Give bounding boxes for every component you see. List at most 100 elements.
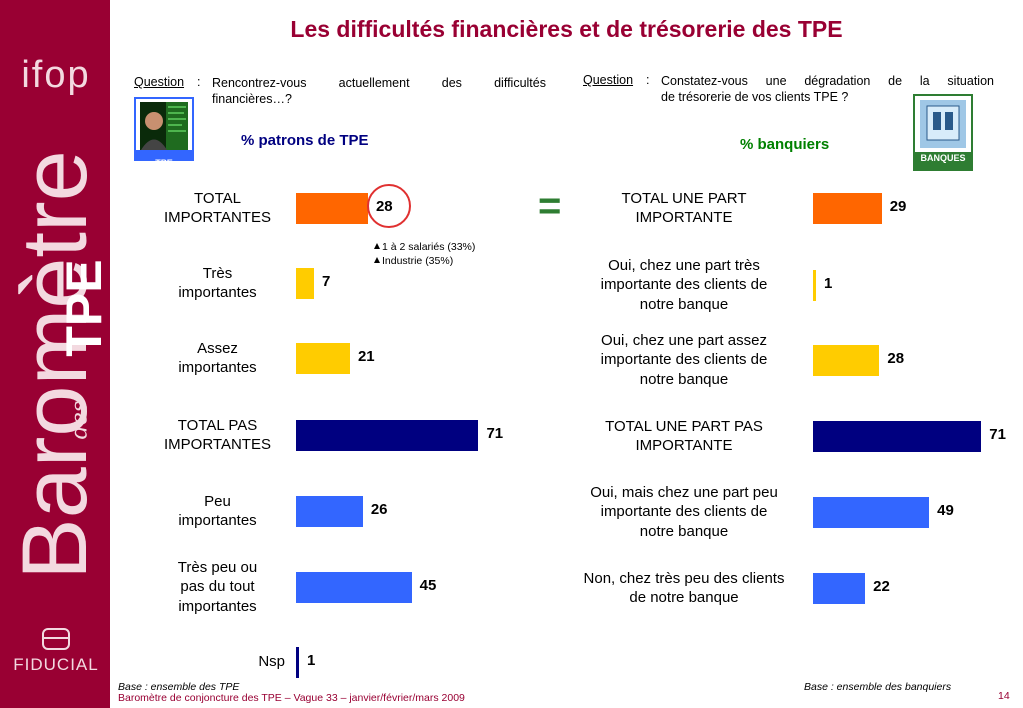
right-label-0: TOTAL UNE PART IMPORTANTE <box>560 189 808 228</box>
left-question-label: Question <box>134 75 185 89</box>
right-question-colon: : <box>646 73 650 87</box>
left-label-5: Très peu ou pas du tout importantes <box>150 558 285 617</box>
left-bar-2 <box>296 342 350 374</box>
left-value-2: 21 <box>357 348 375 365</box>
left-note-1-text: 1 à 2 salariés (33%) <box>382 241 476 253</box>
left-label-2-line-1: importantes <box>178 359 257 376</box>
left-label-1-line-0: Très <box>202 264 233 282</box>
left-base-note: Base : ensemble des TPE <box>118 681 240 693</box>
left-label-5-line-0: Très peu ou <box>177 558 258 576</box>
right-label-3-line-0: TOTAL UNE PART PAS <box>605 417 763 435</box>
bank-building-icon <box>915 100 971 169</box>
right-value-2: 28 <box>887 350 905 367</box>
right-label-1: Oui, chez une part très importante des cl… <box>560 256 808 315</box>
right-label-3: TOTAL UNE PART PAS IMPORTANTE <box>560 417 808 456</box>
left-question-line2: financières…? <box>212 92 292 106</box>
footer-text: Baromètre de conjoncture des TPE – Vague… <box>118 692 465 704</box>
right-label-2-line-1: importante des clients de <box>600 351 768 369</box>
right-bar-2 <box>813 344 880 376</box>
right-question-text: Constatez-vous une dégradation de la sit… <box>661 73 994 105</box>
left-label-5-line-2: importantes <box>178 597 257 615</box>
right-label-1-line-1: importante des clients de <box>600 276 768 294</box>
tpe-portrait-icon <box>136 102 192 159</box>
left-label-4: Peu importantes <box>150 492 285 531</box>
page-title: Les difficultés financières et de trésor… <box>290 16 843 42</box>
left-label-5-line-1: pas du tout <box>180 578 255 596</box>
left-question-line1: Rencontrez-vous actuellement des difficu… <box>212 76 546 90</box>
fiducial-logo-icon <box>42 628 70 650</box>
right-label-0-line-1: IMPORTANTE <box>635 209 733 226</box>
left-chart-subtitle: % patrons de TPE <box>241 132 369 149</box>
fiducial-name: FIDUCIAL <box>13 655 99 674</box>
left-label-3-line-0: TOTAL PAS <box>177 416 258 434</box>
up-arrow-icon <box>374 257 380 263</box>
equals-sign: = <box>538 184 562 228</box>
left-bar-0 <box>296 192 368 224</box>
right-value-1: 1 <box>824 275 833 292</box>
left-value-4: 26 <box>370 501 388 518</box>
left-bar-6 <box>296 646 299 678</box>
up-arrow-icon <box>374 243 380 249</box>
right-label-1-line-2: notre banque <box>639 295 729 313</box>
left-label-6: Nsp <box>150 652 285 672</box>
left-bar-4 <box>296 495 363 527</box>
page-number: 14 <box>998 690 1010 702</box>
right-label-2: Oui, chez une part assez importante des c… <box>560 331 808 390</box>
left-note-2: Industrie (35%) <box>374 255 453 267</box>
left-value-6: 1 <box>307 652 316 669</box>
right-bar-5 <box>813 572 866 604</box>
left-label-0-line-1: IMPORTANTES <box>164 209 271 226</box>
right-label-2-line-2: notre banque <box>639 370 729 388</box>
right-bar-0 <box>813 192 882 224</box>
left-value-1: 7 <box>321 273 331 290</box>
right-label-5: Non, chez très peu des clients de notre b… <box>560 569 808 608</box>
left-label-4-line-1: importantes <box>178 512 257 529</box>
right-value-5: 22 <box>873 578 890 595</box>
left-value-5: 45 <box>419 577 437 594</box>
barometre-word: Baromètre <box>4 150 106 580</box>
right-label-2-line-0: Oui, chez une part assez <box>601 331 767 349</box>
banques-icon-caption: BANQUES <box>920 153 966 163</box>
tpe-icon <box>134 97 194 161</box>
barometre-tpe: TPE <box>56 259 112 357</box>
left-label-3: TOTAL PAS IMPORTANTES <box>150 416 285 455</box>
right-label-4-line-0: Oui, mais chez une part peu <box>590 483 778 501</box>
right-label-5-line-0: Non, chez très peu des clients <box>583 569 785 587</box>
left-bar-5 <box>296 571 412 603</box>
left-label-1: Très importantes <box>150 264 285 303</box>
left-label-6-line-0: Nsp <box>258 653 285 671</box>
left-note-1: 1 à 2 salariés (33%) <box>374 241 475 253</box>
left-label-0-line-0: TOTAL <box>194 189 241 207</box>
right-chart-subtitle: % banquiers <box>740 136 830 153</box>
left-bar-1 <box>296 267 314 299</box>
highlight-circle <box>367 184 411 228</box>
right-label-4-line-1: importante des clients de <box>600 503 768 521</box>
left-label-1-line-1: importantes <box>178 284 257 301</box>
brand-sidebar: ifop Baromètre des TPE FIDUCIAL <box>0 0 112 708</box>
right-question-line1: Constatez-vous une dégradation de la sit… <box>661 74 994 88</box>
tpe-icon-caption: TPE <box>155 158 173 168</box>
left-value-3: 71 <box>486 425 504 442</box>
right-label-5-line-1: de notre banque <box>629 589 739 606</box>
left-note-2-text: Industrie (35%) <box>382 255 454 267</box>
left-label-0: TOTAL IMPORTANTES <box>150 189 285 228</box>
right-label-1-line-0: Oui, chez une part très <box>608 256 760 274</box>
banques-icon <box>913 94 973 171</box>
left-question-colon: : <box>197 75 201 89</box>
left-label-2: Assez importantes <box>150 339 285 378</box>
ifop-logo: ifop <box>21 54 91 96</box>
left-label-4-line-0: Peu <box>204 492 231 510</box>
right-value-0: 29 <box>889 198 907 215</box>
right-base-note: Base : ensemble des banquiers <box>804 681 952 693</box>
right-label-4: Oui, mais chez une part peu importante de… <box>560 483 808 542</box>
right-bar-3 <box>813 420 982 452</box>
right-value-3: 71 <box>989 426 1006 443</box>
right-bar-1 <box>813 269 816 301</box>
right-question-line2: de trésorerie de vos clients TPE ? <box>661 90 849 104</box>
right-label-0-line-0: TOTAL UNE PART <box>621 189 747 207</box>
barometre-logo: Baromètre des TPE <box>0 120 112 610</box>
left-bar-3 <box>296 419 479 451</box>
right-question-label: Question <box>583 73 634 87</box>
right-label-4-line-2: notre banque <box>639 522 729 540</box>
right-value-4: 49 <box>937 502 954 519</box>
